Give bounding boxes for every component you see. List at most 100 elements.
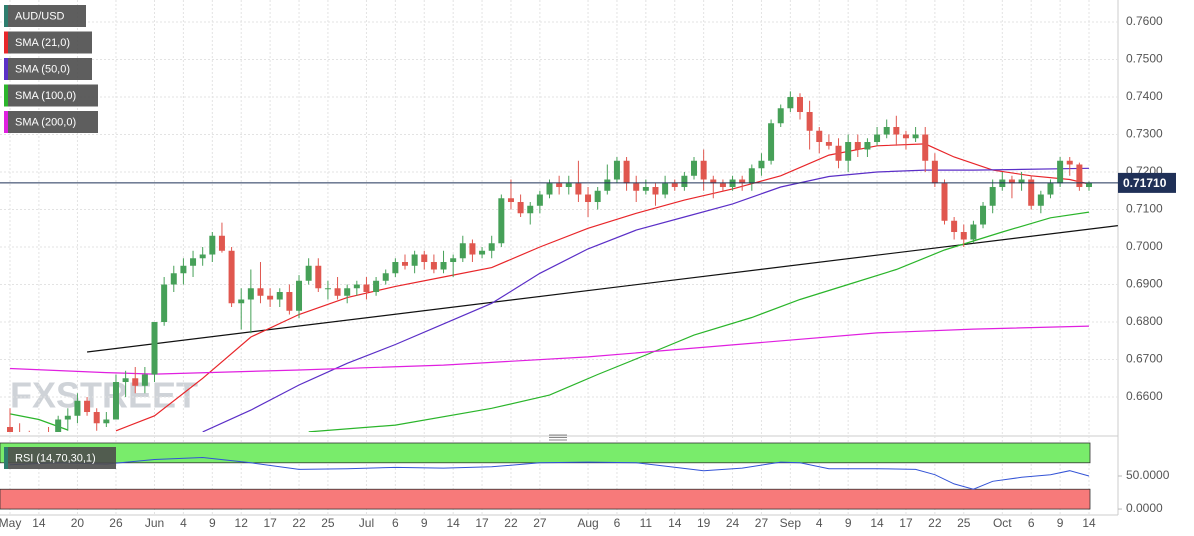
watermark: FXSTREET (10, 375, 198, 416)
candle-body (488, 243, 495, 251)
candle-body (835, 145, 842, 161)
candle-body (430, 262, 437, 270)
x-tick-label: Oct (993, 516, 1012, 530)
candle-body (1008, 179, 1015, 184)
candle-body (710, 179, 717, 184)
candle-body (141, 374, 148, 386)
candle-body (777, 108, 784, 124)
candle-body (806, 112, 813, 131)
x-tick-label: 6 (392, 516, 399, 530)
candle-body (353, 284, 360, 289)
candle-body (671, 183, 678, 188)
x-tick-label: 24 (726, 516, 740, 530)
legend-label: SMA (100,0) (15, 90, 76, 102)
x-tick-label: 25 (321, 516, 335, 530)
oversold-band (0, 488, 1091, 510)
candle-body (960, 232, 967, 240)
candle-body (980, 205, 987, 225)
candle-body (132, 378, 139, 386)
candle-body (989, 187, 996, 206)
candle-body (1066, 160, 1073, 165)
y-tick-label: 0.7500 (1126, 52, 1163, 66)
last-price-label: 0.71710 (1123, 176, 1167, 190)
candle-body (652, 187, 659, 195)
y-tick-label: 0.7100 (1126, 202, 1163, 216)
legend-swatch (4, 5, 8, 27)
sma-line (115, 143, 1090, 432)
x-tick-label: 19 (697, 516, 711, 530)
candle-body (55, 419, 62, 432)
rsi-line (9, 456, 1090, 490)
candle-body (883, 127, 890, 135)
candle-body (64, 415, 71, 420)
candle-body (613, 160, 620, 180)
legend: AUD/USD SMA (21,0) SMA (50,0) SMA (100,0) SM… (4, 5, 116, 469)
legend-swatch (4, 447, 8, 469)
candle-body (170, 273, 177, 285)
candle-body (267, 295, 274, 300)
candle-body (1047, 183, 1054, 195)
candle-body (209, 235, 216, 255)
candle-body (912, 134, 919, 139)
x-tick-label: 6 (614, 516, 621, 530)
candle-body (575, 183, 582, 195)
candle-body (662, 183, 669, 195)
candle-body (363, 284, 370, 293)
y-tick-label: 0.6600 (1126, 389, 1163, 403)
x-tick-label: 14 (1082, 516, 1096, 530)
rsi-panel (0, 442, 1091, 510)
candle-body (382, 273, 389, 281)
x-tick-label: Aug (577, 516, 598, 530)
legend-box (4, 5, 86, 27)
x-tick-label: 14 (446, 516, 460, 530)
candle-body (556, 183, 563, 188)
x-tick-label: 25 (957, 516, 971, 530)
candle-body (238, 299, 245, 304)
candle-body (739, 179, 746, 184)
candle-body (1057, 160, 1064, 184)
x-tick-label: 9 (1057, 516, 1064, 530)
legend-box (4, 84, 98, 107)
candle-body (411, 254, 418, 266)
candle-body (479, 250, 486, 255)
legend-swatch (4, 111, 8, 133)
x-tick-label: 4 (816, 516, 823, 530)
x-tick-label: 22 (928, 516, 942, 530)
candle-body (796, 97, 803, 113)
x-tick-label: 17 (899, 516, 913, 530)
candle-body (151, 322, 158, 375)
candle-body (594, 190, 601, 203)
candle-body (681, 175, 688, 188)
candle-body (450, 258, 457, 263)
plot-area (0, 91, 1118, 432)
x-tick-label: 12 (235, 516, 249, 530)
candle-body (748, 168, 755, 184)
candle-body (951, 220, 958, 233)
x-tick-label: Sep (780, 516, 802, 530)
x-tick-label: 14 (668, 516, 682, 530)
candle-body (324, 288, 331, 290)
y-tick-label: 0.7000 (1126, 239, 1163, 253)
x-tick-label: Jun (145, 516, 164, 530)
x-tick-label: 20 (71, 516, 85, 530)
y-tick-label: 0.6900 (1126, 277, 1163, 291)
candle-body (931, 160, 938, 184)
candle-body (1018, 179, 1025, 184)
candle-body (546, 183, 553, 195)
candle-body (373, 280, 380, 293)
candle-body (180, 265, 187, 274)
candle-body (565, 183, 572, 188)
candle-body (585, 194, 592, 203)
candle-body (787, 97, 794, 109)
candle-body (1076, 164, 1083, 188)
candle-body (7, 427, 13, 432)
candle-body (527, 205, 534, 214)
resize-handle[interactable] (549, 434, 567, 441)
candle-body (642, 187, 649, 191)
candle-body (633, 183, 640, 191)
candle-body (854, 142, 861, 150)
x-tick-label: 27 (533, 516, 547, 530)
x-tick-label: 14 (870, 516, 884, 530)
legend-box (4, 447, 116, 469)
